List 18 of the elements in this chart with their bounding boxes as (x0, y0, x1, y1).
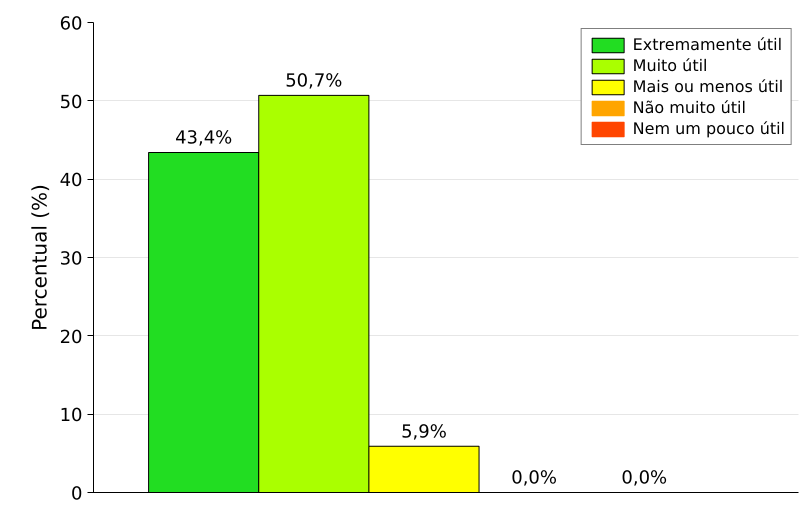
y-tick-label: 50 (60, 92, 82, 113)
y-tick-label: 30 (60, 248, 82, 270)
y-axis-title: Percentual (%) (28, 184, 52, 331)
legend-label: Muito útil (632, 56, 708, 75)
data-label: 0,0% (621, 468, 668, 488)
y-tick-label: 10 (60, 405, 82, 426)
data-label: 43,4% (175, 128, 232, 149)
data-label: 50,7% (285, 70, 342, 92)
data-label: 0,0% (511, 468, 557, 488)
legend-label: Nem um pouco útil (632, 119, 785, 138)
data-label: 5,9% (401, 421, 447, 442)
y-tick-label: 40 (60, 170, 82, 192)
y-tick-label: 60 (60, 14, 82, 34)
legend-label: Mais ou menos útil (632, 77, 784, 96)
y-tick-label: 20 (60, 326, 82, 348)
legend-label: Não muito útil (632, 98, 746, 117)
y-tick-label: 0 (71, 484, 82, 504)
legend-label: Extremamente útil (632, 35, 782, 54)
